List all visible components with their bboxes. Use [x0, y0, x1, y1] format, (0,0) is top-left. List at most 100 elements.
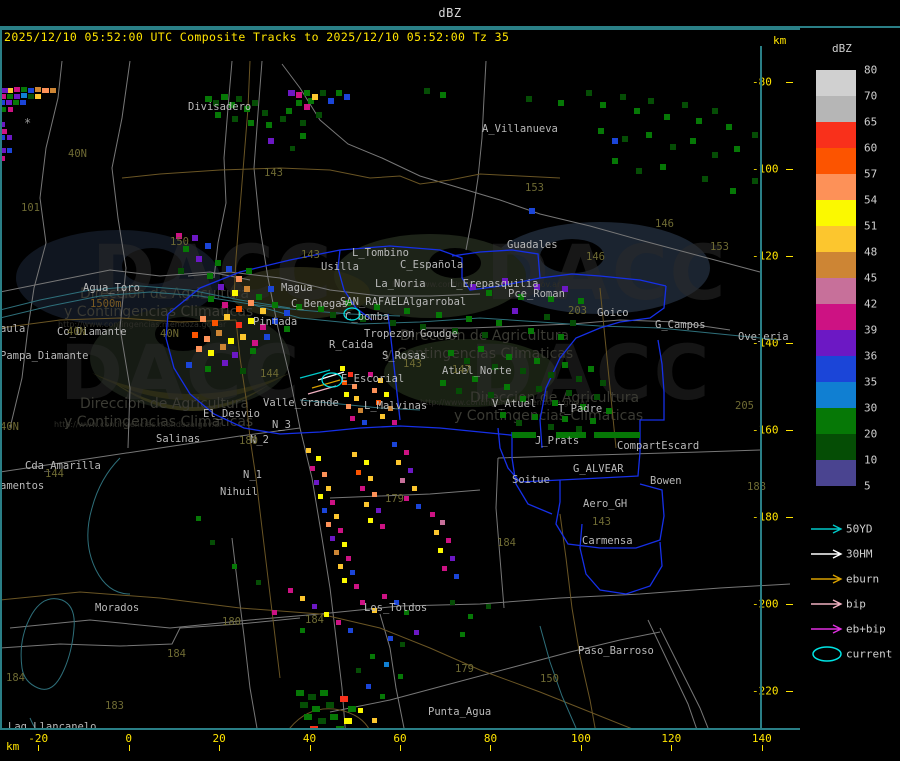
map-label-route: 146 [586, 251, 605, 263]
color-bar-swatch[interactable] [816, 226, 856, 252]
radar-cell [262, 110, 268, 116]
radar-cell [260, 324, 266, 330]
radar-cell [218, 284, 224, 290]
color-bar-swatch[interactable] [816, 70, 856, 96]
radar-cell [215, 112, 221, 118]
radar-cell [14, 94, 20, 99]
radar-cell [284, 326, 290, 332]
x-axis-tick-label: 80 [483, 732, 498, 745]
radar-cell [21, 87, 27, 92]
color-bar-swatch[interactable] [816, 434, 856, 460]
radar-cell [256, 294, 262, 300]
color-bar-swatch[interactable] [816, 278, 856, 304]
radar-cell [496, 320, 502, 326]
color-bar-tick-label: 35 [864, 375, 878, 389]
color-bar-swatch[interactable] [816, 356, 856, 382]
radar-cell [207, 273, 213, 279]
x-axis-tick-label: 40 [302, 732, 317, 745]
track-legend-item[interactable] [810, 545, 844, 563]
radar-cell [334, 514, 339, 519]
y-axis-tick [786, 82, 793, 84]
track-legend-item[interactable] [810, 645, 844, 663]
track-legend-item[interactable] [810, 520, 844, 538]
radar-cell [20, 100, 26, 105]
radar-cell [216, 330, 222, 336]
color-bar-swatch[interactable] [816, 148, 856, 174]
radar-cell [712, 152, 718, 158]
map-vector-layer [0, 60, 791, 730]
x-axis-tick-label: 60 [393, 732, 407, 745]
color-bar-swatch[interactable] [816, 174, 856, 200]
radar-cell [536, 386, 542, 392]
radar-cell [288, 588, 293, 593]
radar-cell [438, 548, 443, 553]
radar-cell [366, 684, 371, 689]
radar-cell [696, 118, 702, 124]
radar-cell [284, 310, 290, 316]
watermark-brand-right: DACC [486, 228, 728, 317]
radar-cell [268, 286, 274, 292]
radar-cell [244, 286, 250, 292]
radar-cell [356, 668, 361, 673]
radar-cell [452, 328, 458, 334]
track-legend-item[interactable] [810, 570, 844, 588]
radar-cell [213, 100, 219, 106]
radar-cell [612, 158, 618, 164]
watermark-subtitle-1: Direccion de Agricultura [80, 286, 250, 302]
map-label-route: 179 [385, 493, 404, 505]
radar-cell [390, 320, 396, 326]
map-label-route: 183 [105, 700, 124, 712]
radar-cell [360, 316, 366, 322]
color-bar-swatch[interactable] [816, 408, 856, 434]
y-axis-tick [786, 343, 793, 345]
radar-cell [320, 90, 326, 96]
radar-cell [236, 96, 242, 102]
radar-cell [322, 508, 327, 513]
radar-cell [622, 136, 628, 142]
color-bar-swatch[interactable] [816, 200, 856, 226]
radar-cell [612, 138, 618, 144]
radar-cell [280, 116, 286, 122]
radar-cell [228, 338, 234, 344]
radar-cell [358, 408, 363, 413]
color-bar-swatch[interactable] [816, 304, 856, 330]
radar-cell [562, 362, 568, 368]
color-bar[interactable] [816, 70, 856, 486]
map-label-town: Goudge [420, 328, 458, 340]
map-label-town: C_Benegas [291, 298, 348, 310]
radar-cell [248, 300, 254, 306]
radar-cell [0, 122, 5, 127]
radar-plot-area[interactable]: DACC DACC DACC DACC Direccion de Agricul… [0, 28, 800, 730]
radar-cell [470, 284, 476, 290]
x-axis-tick [128, 745, 130, 751]
radar-cell [488, 392, 494, 398]
color-bar-swatch[interactable] [816, 330, 856, 356]
radar-cell [338, 528, 343, 533]
radar-cell [520, 368, 526, 374]
legend-title: dBZ [832, 42, 852, 55]
radar-cell [7, 94, 13, 99]
track-legend-item[interactable] [810, 595, 844, 613]
radar-cell [380, 414, 385, 419]
map-label-town: G_Campos [655, 319, 706, 331]
color-bar-swatch[interactable] [816, 122, 856, 148]
radar-cell [312, 706, 320, 712]
current-cell-icon [812, 646, 842, 662]
map-label-town: N_2 [250, 434, 269, 446]
color-bar-swatch[interactable] [816, 96, 856, 122]
map-label-route: 203 [568, 305, 587, 317]
radar-cell [296, 100, 302, 106]
radar-cell [226, 266, 232, 272]
radar-cell [0, 148, 6, 153]
track-legend-item[interactable] [810, 620, 844, 638]
color-bar-swatch[interactable] [816, 382, 856, 408]
color-bar-swatch[interactable] [816, 252, 856, 278]
radar-cell [544, 314, 550, 320]
track-legend-label: bip [846, 597, 866, 611]
radar-cell [28, 88, 34, 93]
color-bar-swatch[interactable] [816, 460, 856, 486]
x-axis-tick [309, 745, 311, 751]
map-label-town: aula [0, 323, 26, 335]
x-axis-label: km [6, 740, 20, 753]
y-axis-tick-label: -220 [752, 684, 779, 698]
